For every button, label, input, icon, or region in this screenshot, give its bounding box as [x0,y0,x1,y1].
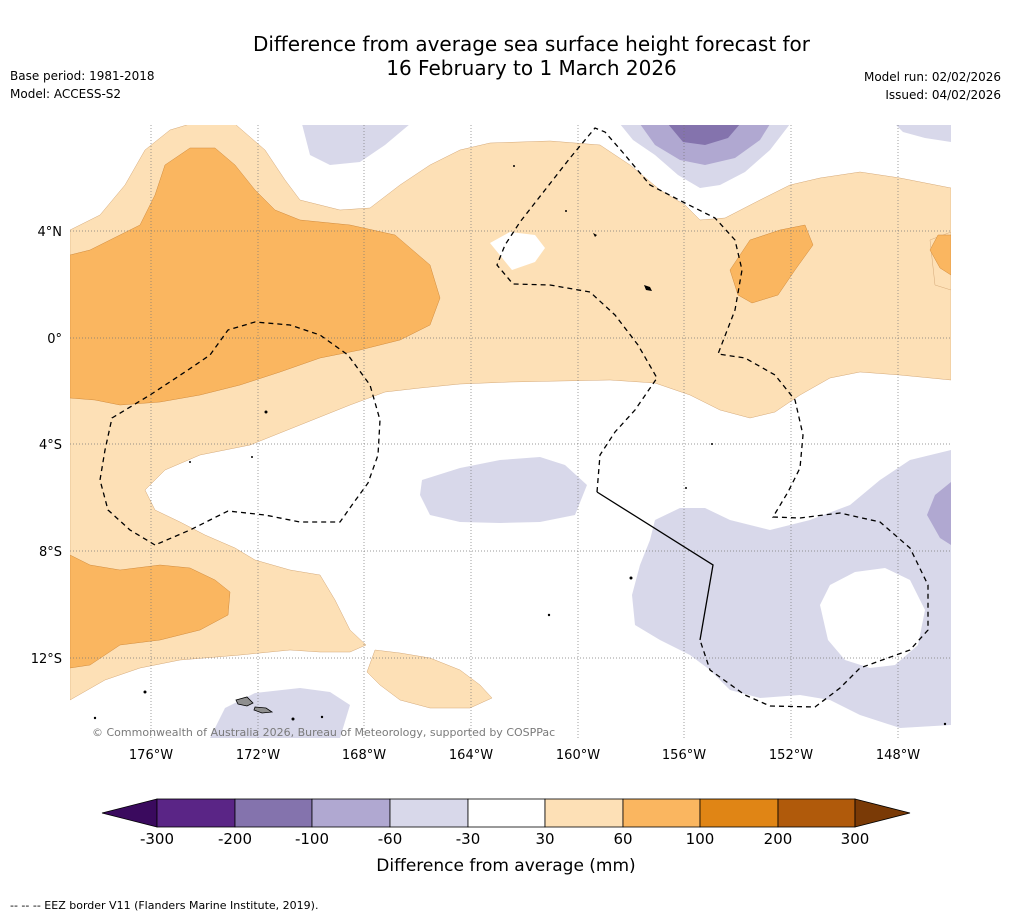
island-dot-1 [264,410,268,414]
lon-label-148w: 148°W [876,748,920,763]
eez-border-kiribati [496,127,929,708]
positive-anomaly-blob-south [366,649,493,709]
lat-label-4n: 4°N [38,225,63,240]
map: 176°W 172°W 168°W 164°W 160°W 156°W 152°… [31,125,951,763]
issued-text: Issued: 04/02/2026 [885,88,1001,102]
colorbar-tick-labels: -300 -200 -100 -60 -30 30 60 100 200 300 [140,830,869,848]
colorbar-label: Difference from average (mm) [376,856,635,876]
island-dot-8 [143,690,147,694]
negative-anomaly-north-west [302,125,409,165]
positive-anomaly-core-far-east [929,234,951,276]
island-upolu [253,706,274,714]
island-dot-3 [251,456,253,458]
lat-label-0: 0° [47,332,62,347]
negative-anomaly-deep-core [668,125,740,145]
colorbar-tick-200: 200 [764,830,793,848]
colorbar-tick-neg200: -200 [218,830,252,848]
island-atoll-1 [644,285,652,291]
island-dot-5 [711,443,713,445]
lat-label-12s: 12°S [31,652,62,667]
island-dot-12 [943,722,947,726]
colorbar-tick-300: 300 [841,830,870,848]
lon-label-176w: 176°W [129,748,173,763]
page-title: Difference from average sea surface heig… [0,32,1011,80]
title-line-2: 16 February to 1 March 2026 [386,56,677,80]
neutral-region-east [820,568,925,668]
colorbar-segment-6 [544,798,624,828]
eez-border-solid-segment [596,491,714,641]
lon-label-164w: 164°W [449,748,493,763]
lon-label-168w: 168°W [342,748,386,763]
negative-anomaly-core-north [640,125,770,165]
map-gridlines [70,125,951,738]
island-dot-11 [93,716,97,720]
meta-right: Model run: 02/02/2026 Issued: 04/02/2026 [864,68,1001,104]
colorbar-segment-5 [467,798,546,828]
colorbar-segment-2 [234,798,313,828]
colorbar-tick-neg100: -100 [295,830,329,848]
eez-border-samoa-tokelau [99,321,381,546]
lon-label-160w: 160°W [556,748,600,763]
colorbar-tick-100: 100 [686,830,715,848]
island-dot-9 [291,717,295,721]
island-dot-4 [685,487,687,489]
island-dot-2 [189,461,191,463]
negative-anomaly-north-east [896,125,951,142]
island-dot-10 [320,715,324,719]
copyright-text: © Commonwealth of Australia 2026, Bureau… [92,726,555,739]
colorbar-tick-60: 60 [613,830,632,848]
colorbar-tick-30: 30 [535,830,554,848]
colorbar-tick-neg30: -30 [456,830,481,848]
positive-anomaly-core-southwest [70,554,231,669]
base-period-text: Base period: 1981-2018 [10,69,155,83]
island-dot-14 [565,210,567,212]
colorbar-segments [156,798,856,828]
positive-anomaly-core-east [729,224,814,304]
footer-eez-note: -- -- -- EEZ border V11 (Flanders Marine… [10,899,319,912]
negative-anomaly-core-east [927,482,951,545]
colorbar-segment-9 [777,798,856,828]
island-savaii [235,696,254,707]
lon-label-156w: 156°W [662,748,706,763]
colorbar-under-arrow [101,798,158,828]
colorbar: -300 -200 -100 -60 -30 30 60 100 200 300… [101,798,911,876]
model-text: Model: ACCESS-S2 [10,87,122,101]
lon-label-152w: 152°W [769,748,813,763]
colorbar-segment-8 [699,798,779,828]
colorbar-segment-4 [389,798,469,828]
lat-label-4s: 4°S [39,438,62,453]
title-line-1: Difference from average sea surface heig… [252,32,811,56]
negative-anomaly-central [420,457,587,523]
model-run-text: Model run: 02/02/2026 [863,70,1001,84]
island-dot-13 [513,165,515,167]
colorbar-tick-neg300: -300 [140,830,174,848]
island-dot-7 [547,613,551,617]
colorbar-segment-7 [622,798,701,828]
lon-tick-labels: 176°W 172°W 168°W 164°W 160°W 156°W 152°… [129,748,920,763]
lon-label-172w: 172°W [236,748,280,763]
island-atoll-2 [593,233,597,237]
island-dot-6 [629,576,633,580]
colorbar-segment-3 [311,798,391,828]
islands [93,165,947,726]
lat-label-8s: 8°S [39,545,62,560]
meta-left: Base period: 1981-2018 Model: ACCESS-S2 [10,67,155,103]
lat-tick-labels: 4°N 0° 4°S 8°S 12°S [31,225,62,667]
colorbar-over-arrow [854,798,911,828]
colorbar-tick-neg60: -60 [378,830,403,848]
eez-borders [99,127,929,708]
positive-anomaly-core-west [70,147,441,406]
neutral-region-north [490,232,545,270]
colorbar-segment-1 [156,798,236,828]
map-contours [70,125,951,738]
